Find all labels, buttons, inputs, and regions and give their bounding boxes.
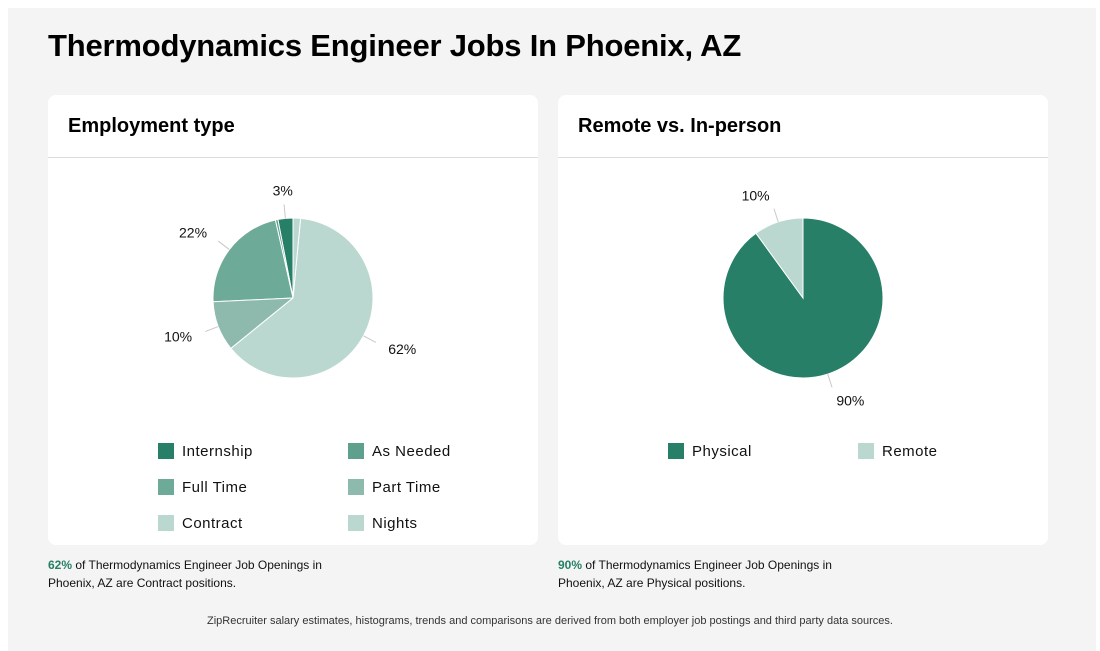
summary-percentage: 90% <box>558 558 583 572</box>
pie-data-label-contract: 62% <box>388 341 416 357</box>
pie-slice-nights <box>292 217 302 299</box>
pie-data-label-full-time: 22% <box>179 225 207 241</box>
card-divider <box>558 157 1048 158</box>
pie-data-label-internship: 3% <box>273 182 293 198</box>
legend-swatch <box>348 479 364 495</box>
remote-vs-inperson-legend: Physical Remote <box>558 435 1048 535</box>
pie-label-connector <box>283 204 286 219</box>
pie-label-connector <box>773 208 779 223</box>
employment-type-pie-chart: 3% 22% 10% 62% <box>164 182 416 379</box>
legend-item-contract: Contract <box>158 513 243 533</box>
pie-label-connector <box>363 335 377 343</box>
page-title: Thermodynamics Engineer Jobs In Phoenix,… <box>48 28 742 63</box>
card-divider <box>48 157 538 158</box>
pie-data-label-physical: 90% <box>836 393 864 409</box>
legend-item-full-time: Full Time <box>158 477 247 497</box>
legend-swatch <box>158 443 174 459</box>
legend-label: Part Time <box>372 478 441 496</box>
remote-vs-inperson-pie-chart: 90% 10% <box>722 187 884 409</box>
legend-label: Nights <box>372 514 418 532</box>
legend-item-internship: Internship <box>158 441 253 461</box>
pie-slice-remote <box>755 217 804 300</box>
legend-label: Full Time <box>182 478 248 496</box>
employment-type-title: Employment type <box>68 115 235 137</box>
legend-swatch <box>158 479 174 495</box>
remote-vs-inperson-card: Remote vs. In-person 90% 10% Physical Remo… <box>558 95 1048 545</box>
pie-slice-contract <box>230 217 374 379</box>
pie-label-connector <box>827 373 833 388</box>
legend-item-nights: Nights <box>348 513 418 533</box>
legend-item-remote: Remote <box>858 441 938 461</box>
legend-item-part-time: Part Time <box>348 477 441 497</box>
pie-label-connector <box>217 240 230 250</box>
legend-item-physical: Physical <box>668 441 752 461</box>
legend-swatch <box>348 515 364 531</box>
pie-data-label-remote: 10% <box>742 187 770 203</box>
pie-label-connector <box>205 326 219 333</box>
remote-vs-inperson-title: Remote vs. In-person <box>578 115 782 137</box>
legend-label: Internship <box>182 442 253 460</box>
employment-type-legend: Internship As Needed Full Time Part Time Con… <box>48 435 538 535</box>
legend-label: Physical <box>692 442 752 460</box>
summary-text: of Thermodynamics Engineer Job Openings … <box>558 558 832 590</box>
legend-label: Remote <box>882 442 938 460</box>
legend-swatch <box>858 443 874 459</box>
legend-label: As Needed <box>372 442 451 460</box>
summary-percentage: 62% <box>48 558 73 572</box>
data-source-footnote: ZipRecruiter salary estimates, histogram… <box>207 615 893 627</box>
legend-swatch <box>348 443 364 459</box>
pie-data-label-part-time: 10% <box>164 329 192 345</box>
pie-slice-full-time <box>212 219 294 303</box>
employment-type-card: Employment type 3% 22% 10% 62% Internship As… <box>48 95 538 545</box>
legend-swatch <box>158 515 174 531</box>
legend-item-as-needed: As Needed <box>348 441 451 461</box>
employment-type-summary: 62% of Thermodynamics Engineer Job Openi… <box>48 556 348 592</box>
legend-label: Contract <box>182 514 243 532</box>
remote-summary: 90% of Thermodynamics Engineer Job Openi… <box>558 556 858 592</box>
legend-swatch <box>668 443 684 459</box>
summary-text: of Thermodynamics Engineer Job Openings … <box>48 558 322 590</box>
